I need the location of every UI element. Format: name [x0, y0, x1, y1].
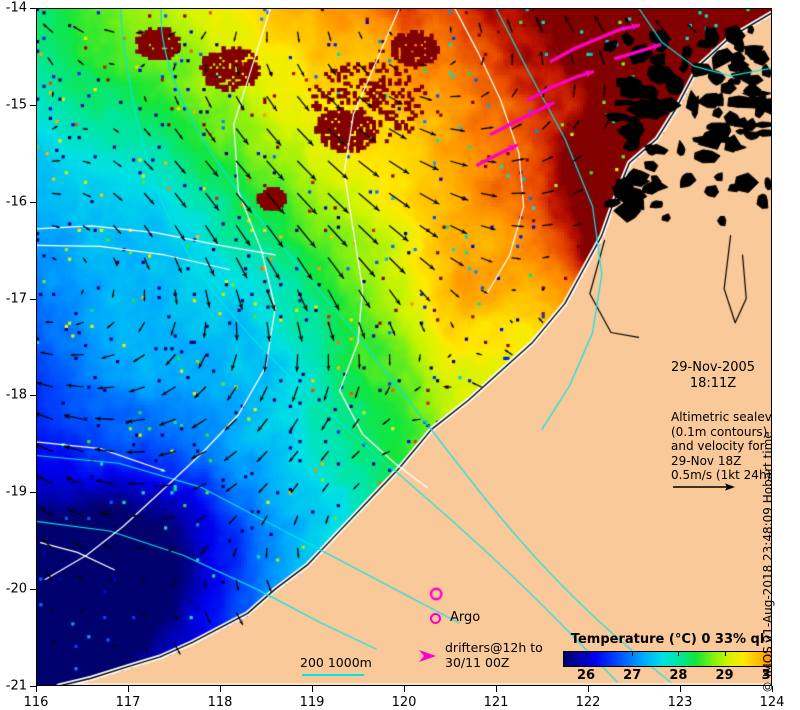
- x-tick: [680, 686, 681, 692]
- map-plot-area[interactable]: 29-Nov-2005 18:11Z Altimetric sealevel (…: [36, 8, 772, 686]
- colorbar-tick: [586, 651, 588, 656]
- x-tick: [496, 686, 497, 692]
- drifters-legend-label: drifters@12h to 30/11 00Z: [445, 640, 543, 670]
- bathymetry-scale-label: 200 1000m: [300, 655, 372, 670]
- y-tick: [30, 104, 36, 106]
- colorbar-tick: [724, 651, 726, 656]
- x-tick-label: 118: [207, 695, 233, 710]
- x-tick-label: 120: [391, 695, 417, 710]
- x-tick: [772, 686, 773, 692]
- argo-legend-key: Argo: [430, 611, 550, 629]
- velocity-scale-arrow-icon: [673, 483, 735, 491]
- y-tick-label: -17: [5, 291, 27, 307]
- y-tick: [30, 8, 36, 9]
- colorbar-gradient: [563, 651, 772, 667]
- y-tick: [30, 201, 36, 203]
- drifter-arrow-marker-icon: [419, 650, 436, 662]
- colorbar-tick-label: 30: [761, 668, 772, 683]
- y-tick: [30, 492, 36, 494]
- y-tick: [30, 395, 36, 397]
- y-tick: [30, 589, 36, 591]
- y-tick: [30, 686, 36, 687]
- colorbar-title: Temperature (°C) 0 33% ql>=4: [570, 632, 772, 647]
- colorbar-tick-label: 28: [669, 668, 688, 683]
- argo-circle-marker-icon: [430, 613, 441, 624]
- x-tick: [312, 686, 313, 692]
- x-tick: [36, 686, 37, 692]
- x-tick: [220, 686, 221, 692]
- y-tick-label: -16: [5, 194, 27, 210]
- colorbar-tick-label: 26: [577, 668, 596, 683]
- datetime-stamp: 29-Nov-2005 18:11Z: [671, 360, 756, 391]
- x-tick-label: 121: [483, 695, 509, 710]
- altimetry-description: Altimetric sealevel (0.1m contours) and …: [671, 410, 772, 482]
- bathymetry-scale-line: [302, 674, 364, 676]
- colorbar[interactable]: [563, 651, 772, 667]
- colorbar-tick-label: 27: [623, 668, 642, 683]
- bathymetry-scale-key: 200 1000m: [298, 656, 408, 680]
- y-tick: [30, 298, 36, 300]
- x-tick: [404, 686, 405, 692]
- y-tick-label: -14: [5, 0, 27, 16]
- map-overlay-layer: [36, 8, 772, 686]
- x-tick-label: 124: [759, 695, 785, 710]
- colorbar-tick: [678, 651, 680, 656]
- y-tick-label: -20: [5, 581, 27, 597]
- x-tick-label: 119: [299, 695, 325, 710]
- copyright-credit: © IMOS 21-Aug-2018 23:48:09 Hobart time: [761, 431, 775, 693]
- y-tick-label: -15: [5, 97, 27, 113]
- y-tick-label: -18: [5, 387, 27, 403]
- colorbar-tick-label: 29: [715, 668, 734, 683]
- y-tick-label: -21: [5, 678, 27, 694]
- x-tick-label: 122: [575, 695, 601, 710]
- x-tick-label: 117: [115, 695, 141, 710]
- x-tick: [588, 686, 589, 692]
- drifters-legend-key: drifters@12h to 30/11 00Z: [418, 640, 578, 676]
- y-tick-label: -19: [5, 484, 27, 500]
- x-tick-label: 123: [667, 695, 693, 710]
- x-tick-label: 116: [23, 695, 49, 710]
- argo-legend-label: Argo: [450, 610, 481, 625]
- colorbar-tick: [632, 651, 634, 656]
- x-tick: [128, 686, 129, 692]
